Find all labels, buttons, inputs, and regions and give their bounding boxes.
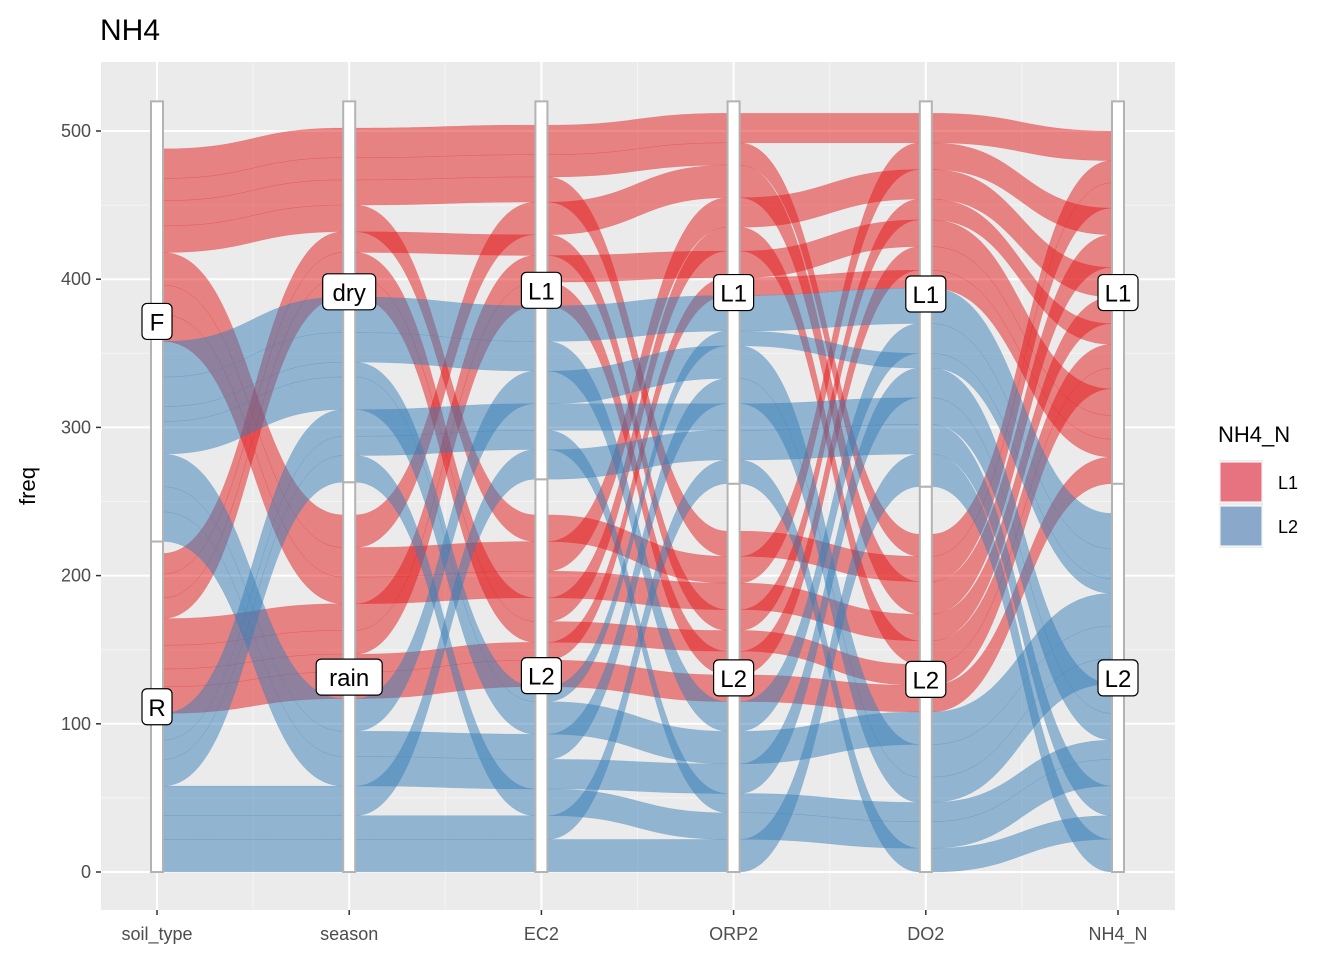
stratum-label-box — [520, 271, 563, 309]
stratum-label: R — [148, 695, 165, 722]
stratum-label: L2 — [720, 666, 747, 693]
stratum-label-box — [322, 273, 377, 311]
y-tick-label: 400 — [61, 269, 91, 289]
stratum-label: L2 — [912, 667, 939, 694]
stratum-label-box — [905, 660, 947, 698]
legend-key-l1 — [1219, 461, 1263, 503]
stratum-label-box — [141, 688, 173, 726]
stratum-label: L2 — [1105, 666, 1132, 693]
stratum-label-box — [1097, 273, 1139, 312]
x-tick-label: EC2 — [524, 924, 559, 944]
stratum-label: L1 — [912, 282, 939, 309]
stratum-label-box — [141, 302, 173, 341]
stratum-label: L1 — [720, 281, 747, 308]
legend-key-l2 — [1219, 505, 1263, 547]
x-tick-label: ORP2 — [709, 924, 758, 944]
stratum-label-box — [520, 657, 563, 695]
x-tick-label: NH4_N — [1088, 924, 1147, 945]
chart-title: NH4 — [100, 14, 160, 47]
stratum-label: L1 — [528, 278, 555, 305]
x-tick-label: DO2 — [907, 924, 944, 944]
stratum-label-box — [1097, 659, 1139, 697]
stratum-label-box — [712, 273, 755, 312]
legend: NH4_N L1 L2 — [1218, 422, 1298, 548]
stratum-label: F — [150, 309, 165, 336]
stratum-label: L2 — [528, 664, 555, 691]
y-tick-label: 200 — [61, 566, 91, 586]
stratum-label-box — [905, 275, 947, 313]
x-tick-label: season — [320, 924, 378, 944]
stratum-label: L1 — [1105, 281, 1132, 308]
flow-ribbons — [162, 112, 1125, 873]
stratum-label: dry — [333, 280, 366, 307]
legend-label-l2: L2 — [1278, 517, 1298, 537]
stratum-label-box — [712, 659, 755, 697]
y-tick-label: 100 — [61, 714, 91, 734]
legend-title: NH4_N — [1218, 422, 1290, 447]
y-tick-label: 500 — [61, 121, 91, 141]
stratum-label-box — [315, 658, 383, 696]
y-tick-label: 0 — [81, 862, 91, 882]
y-axis-label: freq — [15, 467, 40, 505]
x-axis-ticks: soil_type season EC2 ORP2 DO2 NH4_N — [121, 910, 1148, 945]
stratum-label: rain — [329, 665, 369, 692]
legend-label-l1: L1 — [1278, 473, 1298, 493]
x-tick-label: soil_type — [121, 924, 192, 945]
y-axis-ticks: 0 100 200 300 400 500 — [61, 121, 101, 882]
y-tick-label: 300 — [61, 417, 91, 437]
